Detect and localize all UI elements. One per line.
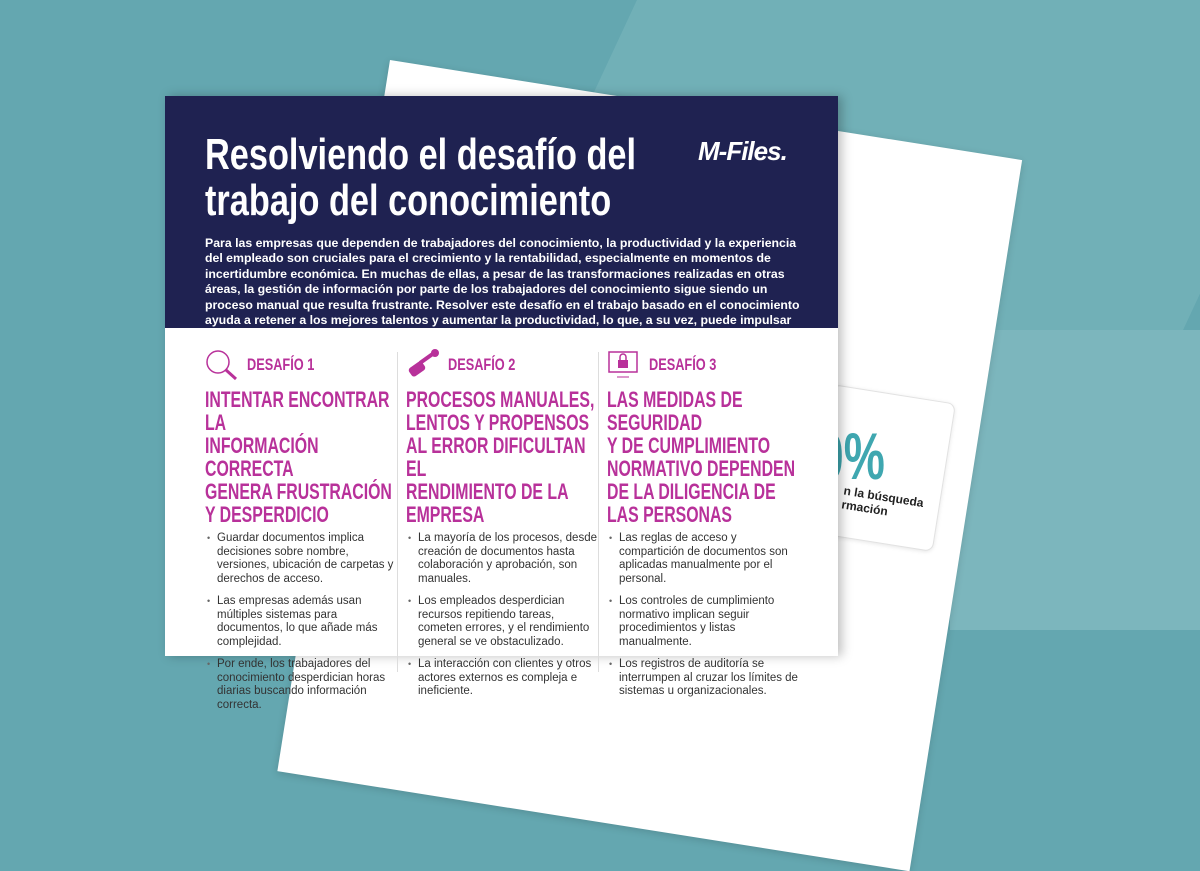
challenge-label: DESAFÍO 1 [247,355,315,374]
challenge-column: DESAFÍO 3 LAS MEDIDAS DE SEGURIDAD Y DE … [607,350,799,708]
logo: M-Files. [698,136,788,166]
page-title: Resolviendo el desafío del trabajo del co… [205,132,636,224]
front-page: Resolviendo el desafío del trabajo del co… [165,96,838,711]
challenge-label: DESAFÍO 2 [448,355,516,374]
challenge-column: DESAFÍO 2 PROCESOS MANUALES, LENTOS Y PR… [406,349,598,708]
bullet: Por ende, los trabajadores del conocimie… [205,658,397,712]
bullet: La mayoría de los procesos, desde creaci… [406,532,598,586]
bullet: Los empleados desperdician recursos repi… [406,595,598,649]
bullet: Los registros de auditoría se interrumpe… [607,658,799,699]
bullet: Las empresas además usan múltiples siste… [205,595,397,649]
divider [598,352,599,672]
lock-monitor-icon [608,351,638,378]
header: Resolviendo el desafío del trabajo del co… [165,96,838,342]
intro-text: Para las empresas que dependen de trabaj… [205,236,800,343]
magnifier-icon [206,350,238,381]
challenge-title: PROCESOS MANUALES, LENTOS Y PROPENSOS AL… [406,387,595,527]
challenge-title: LAS MEDIDAS DE SEGURIDAD Y DE CUMPLIMIEN… [607,387,796,527]
challenge-title: INTENTAR ENCONTRAR LA INFORMACIÓN CORREC… [205,387,392,527]
challenge-label: DESAFÍO 3 [649,355,717,374]
bullet: Guardar documentos implica decisiones so… [205,532,397,586]
wrench-hand-icon [408,349,439,377]
challenge-column: DESAFÍO 1 INTENTAR ENCONTRAR LA INFORMAC… [205,350,397,721]
background-shape [950,330,1200,630]
title-line: trabajo del conocimiento [205,176,612,225]
divider [397,352,398,672]
bullet: La interacción con clientes y otros acto… [406,658,598,699]
bullet: Las reglas de acceso y compartición de d… [607,532,799,586]
title-line: Resolviendo el desafío del [205,130,637,179]
bullet: Los controles de cumplimiento normativo … [607,595,799,649]
